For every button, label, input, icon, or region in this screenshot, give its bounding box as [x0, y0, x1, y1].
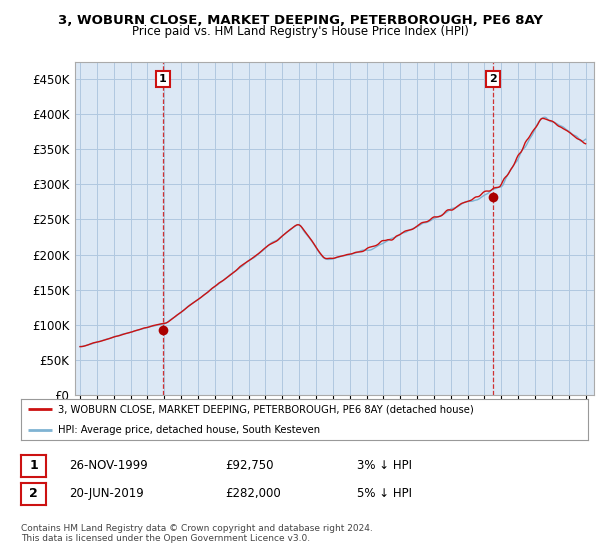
Text: Contains HM Land Registry data © Crown copyright and database right 2024.
This d: Contains HM Land Registry data © Crown c…: [21, 524, 373, 543]
Text: 1: 1: [159, 74, 167, 84]
Text: £282,000: £282,000: [225, 487, 281, 501]
Text: 2: 2: [489, 74, 497, 84]
Text: 3, WOBURN CLOSE, MARKET DEEPING, PETERBOROUGH, PE6 8AY: 3, WOBURN CLOSE, MARKET DEEPING, PETERBO…: [58, 14, 542, 27]
Text: 20-JUN-2019: 20-JUN-2019: [69, 487, 144, 501]
Text: 1: 1: [29, 459, 38, 473]
Text: 5% ↓ HPI: 5% ↓ HPI: [357, 487, 412, 501]
Text: HPI: Average price, detached house, South Kesteven: HPI: Average price, detached house, Sout…: [58, 424, 320, 435]
Text: 3% ↓ HPI: 3% ↓ HPI: [357, 459, 412, 473]
Text: £92,750: £92,750: [225, 459, 274, 473]
Text: Price paid vs. HM Land Registry's House Price Index (HPI): Price paid vs. HM Land Registry's House …: [131, 25, 469, 38]
Text: 2: 2: [29, 487, 38, 501]
Text: 26-NOV-1999: 26-NOV-1999: [69, 459, 148, 473]
Text: 3, WOBURN CLOSE, MARKET DEEPING, PETERBOROUGH, PE6 8AY (detached house): 3, WOBURN CLOSE, MARKET DEEPING, PETERBO…: [58, 404, 473, 414]
